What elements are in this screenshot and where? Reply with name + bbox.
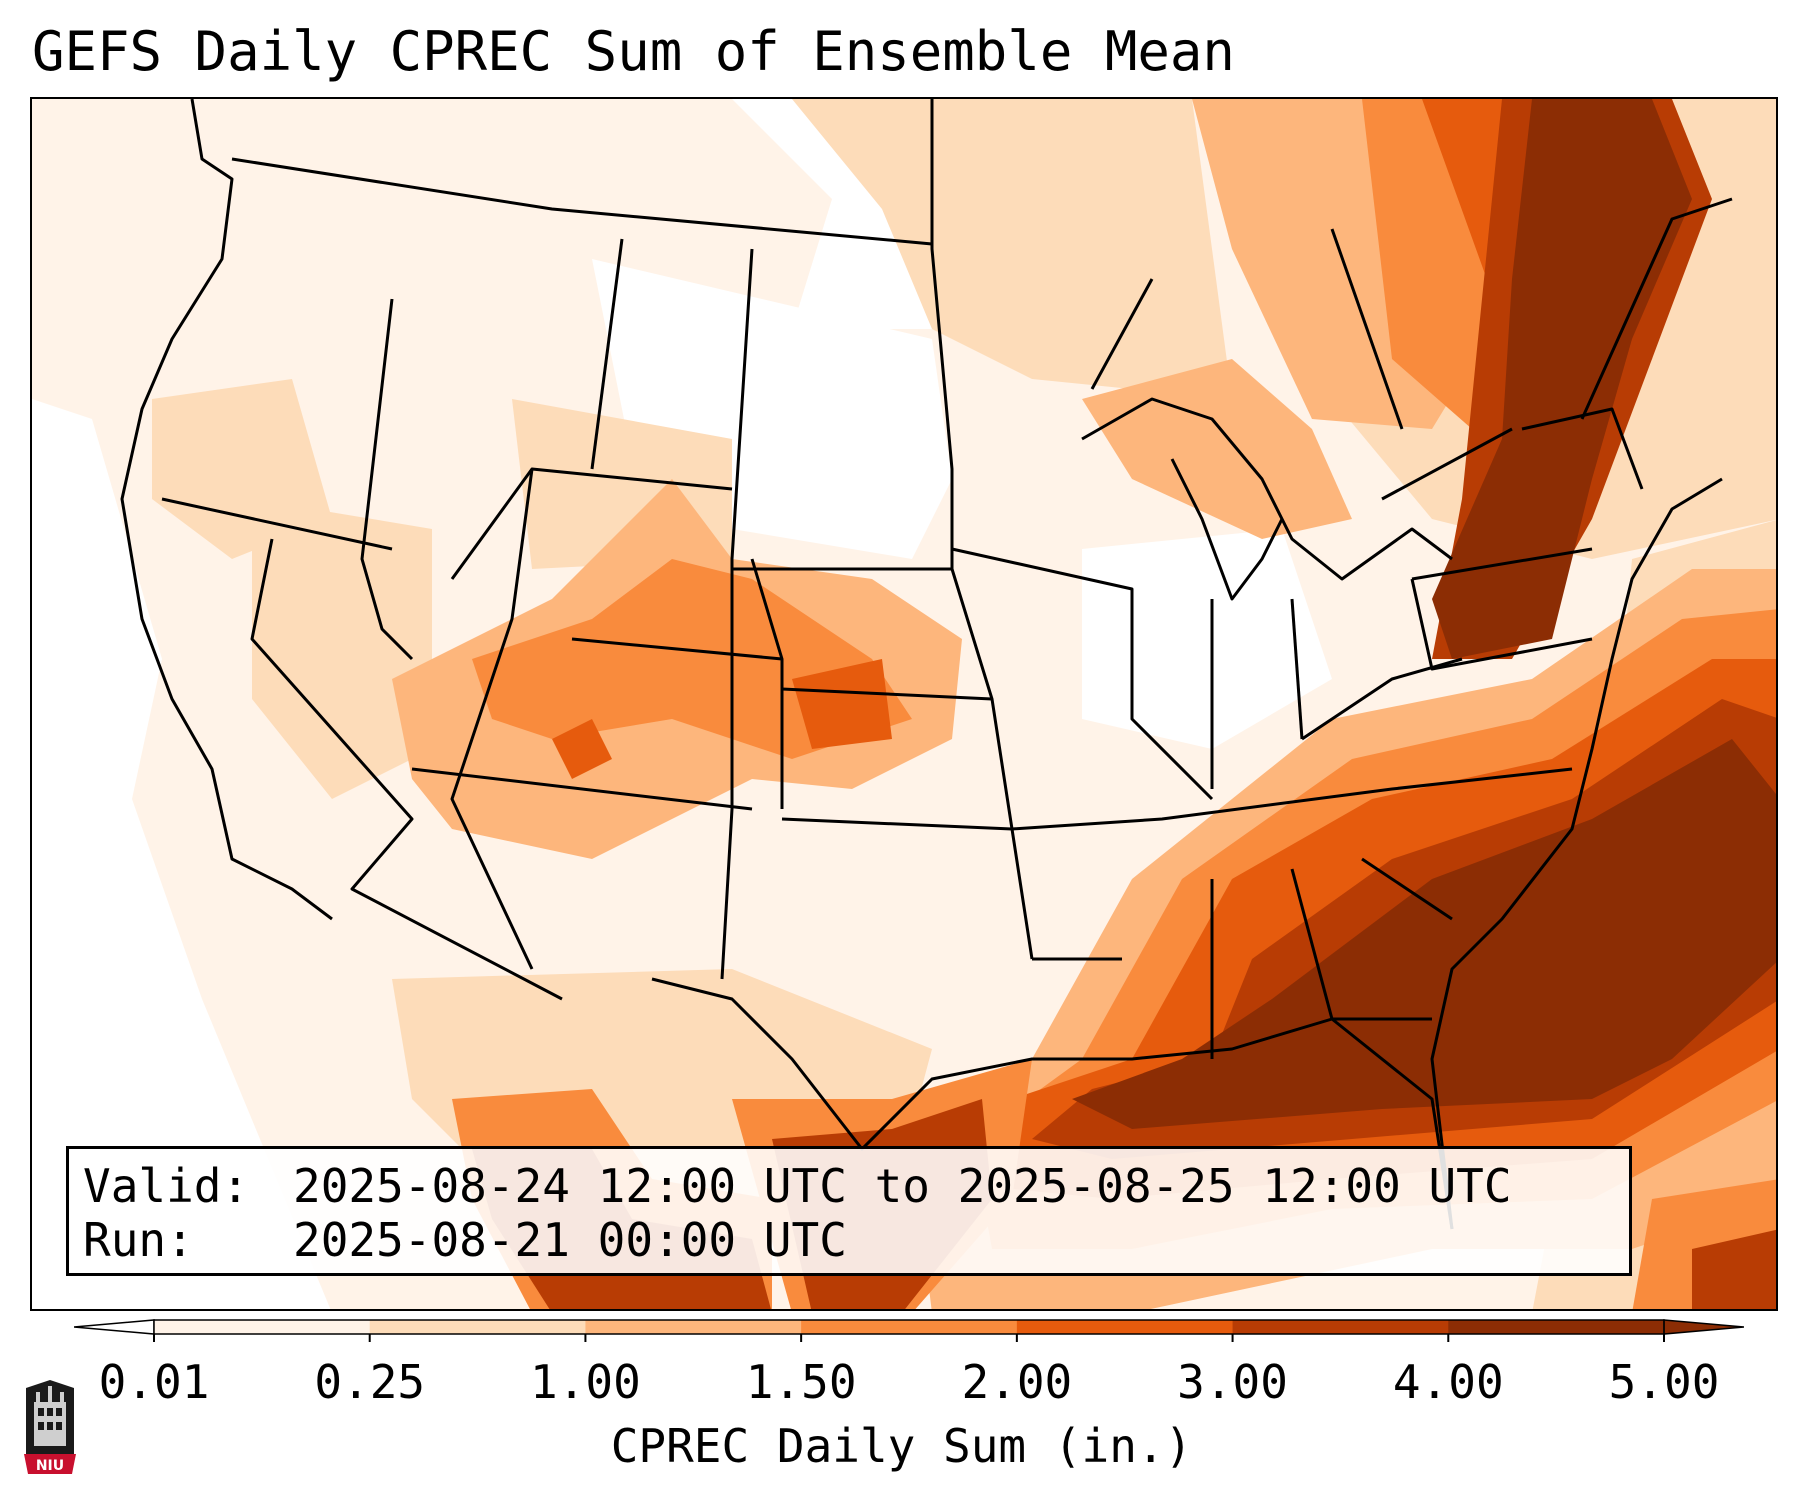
state-line xyxy=(571,637,783,661)
colorbar-tick-label: 1.00 xyxy=(530,1355,641,1409)
colorbar-tick-label: 3.00 xyxy=(1177,1355,1288,1409)
great-lakes xyxy=(1081,397,1453,581)
colorbar-label: CPREC Daily Sum (in.) xyxy=(610,1419,1193,1473)
colorbar-bin xyxy=(154,1320,371,1334)
valid-label: Valid: xyxy=(83,1159,250,1213)
state-line xyxy=(1290,598,1304,740)
us-canada-border xyxy=(231,157,933,246)
colorbar-extend-low xyxy=(74,1319,155,1335)
precip-region xyxy=(1692,1229,1776,1309)
precip-region xyxy=(1082,529,1332,749)
state-line xyxy=(1381,427,1513,501)
precip-region xyxy=(792,99,1232,399)
run-row: Run: 2025-08-21 00:00 UTC xyxy=(83,1213,1629,1267)
colorbar-bin xyxy=(1232,1320,1449,1334)
state-line xyxy=(781,687,993,701)
state-borders xyxy=(120,99,1733,1230)
precip-region xyxy=(252,499,432,799)
colorbar-tick-label: 4.00 xyxy=(1392,1355,1504,1409)
state-line xyxy=(1301,657,1463,741)
precipitation-map xyxy=(30,97,1778,1311)
state-line xyxy=(781,817,1013,831)
state-line xyxy=(1330,228,1404,430)
state-line xyxy=(1521,407,1644,490)
colorbar-tick-label: 0.01 xyxy=(98,1355,210,1409)
state-line xyxy=(161,497,393,551)
state-line xyxy=(450,468,534,970)
state-line xyxy=(360,298,414,661)
atlantic-coastline xyxy=(1430,477,1723,1230)
colorbar-bin xyxy=(585,1320,802,1334)
state-line xyxy=(590,238,624,470)
svg-text:NIU: NIU xyxy=(36,1458,64,1474)
valid-value: 2025-08-24 12:00 UTC to 2025-08-25 12:00… xyxy=(293,1159,1512,1213)
precip-region xyxy=(792,659,892,749)
state-line xyxy=(1090,278,1154,390)
colorbar-extend-high xyxy=(1663,1319,1744,1335)
state-line xyxy=(1411,547,1593,581)
colorbar-outline xyxy=(153,1319,1665,1335)
colorbar-bin xyxy=(801,1320,1018,1334)
precip-region xyxy=(1072,739,1776,1129)
precip-region xyxy=(552,719,612,779)
colorbar-tick-label: 5.00 xyxy=(1608,1355,1720,1409)
state-line xyxy=(1580,197,1733,420)
state-line xyxy=(720,248,754,980)
valid-row: Valid: 2025-08-24 12:00 UTC to 2025-08-2… xyxy=(83,1159,1629,1213)
great-lakes xyxy=(1170,458,1284,601)
niu-logo: NIU xyxy=(24,1380,76,1474)
state-line xyxy=(750,558,784,809)
run-label: Run: xyxy=(83,1213,194,1267)
precip-fill-layer xyxy=(32,99,1776,1309)
colorbar xyxy=(74,1319,1744,1342)
state-line xyxy=(1011,767,1573,831)
colorbar-bin xyxy=(1016,1320,1234,1334)
map-title: GEFS Daily CPREC Sum of Ensemble Mean xyxy=(32,20,1235,83)
validity-info-box: Valid: 2025-08-24 12:00 UTC to 2025-08-2… xyxy=(66,1146,1632,1276)
colorbar-bin xyxy=(369,1320,586,1334)
precip-region xyxy=(1082,359,1352,539)
map-canvas xyxy=(32,99,1776,1309)
colorbar-tick-label: 2.00 xyxy=(961,1355,1073,1409)
state-line xyxy=(951,547,1214,801)
state-line xyxy=(250,538,563,1001)
state-line xyxy=(1361,857,1453,921)
state-line xyxy=(1290,868,1334,1020)
gulf-coastline xyxy=(651,977,1454,1230)
colorbar-bin xyxy=(1448,1320,1665,1334)
run-value: 2025-08-21 00:00 UTC xyxy=(293,1213,847,1267)
colorbar-tick-label: 0.25 xyxy=(314,1355,426,1409)
state-line xyxy=(411,767,753,811)
precip-region xyxy=(32,399,331,1309)
precip-region xyxy=(1432,99,1692,659)
coastline xyxy=(120,99,333,921)
colorbar-tick-label: 1.50 xyxy=(745,1355,857,1409)
